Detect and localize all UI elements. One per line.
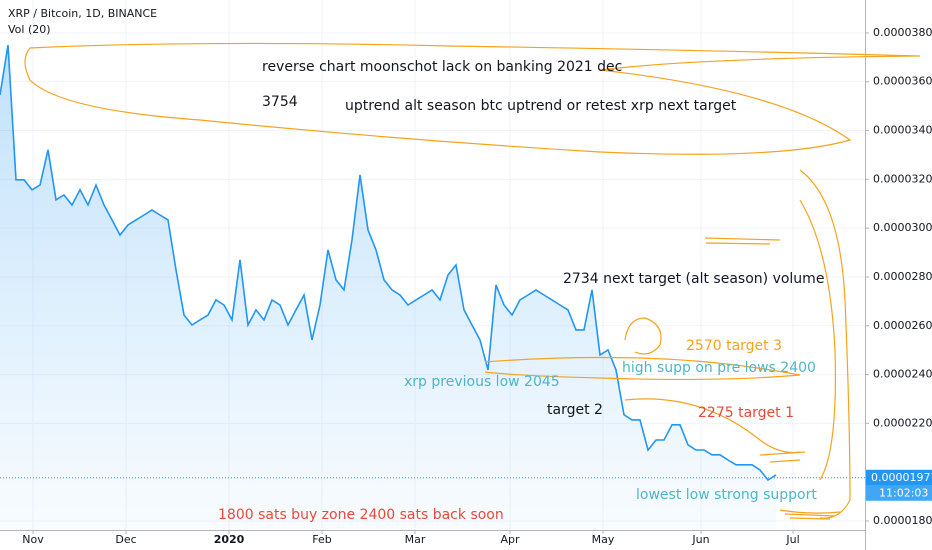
annotation: 2275 target 1 (698, 405, 794, 421)
annotation: target 2 (547, 402, 603, 418)
annotation: 2734 next target (alt season) volume (563, 271, 824, 287)
drawn-scribble (704, 237, 781, 245)
drawn-ellipse (24, 42, 921, 155)
x-tick-label: Nov (22, 533, 44, 546)
price-line (0, 44, 777, 482)
drawn-curve (799, 199, 837, 481)
drawings (24, 42, 921, 520)
annotation: high supp on pre lows 2400 (622, 360, 816, 376)
x-tick-label: 2020 (214, 533, 245, 546)
x-tick-label: May (592, 533, 615, 546)
drawn-loop (624, 317, 662, 355)
indicator-label: Vol (20) (8, 23, 51, 36)
annotation: xrp previous low 2045 (404, 374, 560, 390)
x-tick-label: Dec (115, 533, 136, 546)
last-price-label: 0.00001977 (871, 471, 932, 484)
y-tick-label: 0.00003800 (873, 26, 932, 39)
x-tick-label: Mar (405, 533, 426, 546)
annotation: 2570 target 3 (686, 338, 782, 354)
annotation: 1800 sats buy zone 2400 sats back soon (218, 507, 504, 523)
x-tick-label: Jun (691, 533, 709, 546)
last-price-box (866, 469, 932, 486)
chart-title: XRP / Bitcoin, 1D, BINANCE (8, 7, 157, 20)
annotation: 3754 (262, 94, 298, 110)
annotation: uptrend alt season btc uptrend or retest… (345, 98, 737, 114)
annotation: reverse chart moonschot lack on banking … (262, 59, 622, 75)
x-tick-label: Jul (785, 533, 799, 546)
countdown-label: 11:02:03 (879, 486, 928, 499)
drawn-loop (484, 356, 801, 381)
countdown-box (866, 485, 932, 501)
drawn-lines (624, 398, 806, 463)
drawn-scribble (779, 509, 841, 520)
x-tick-label: Apr (500, 533, 520, 546)
drawn-curve (799, 169, 851, 519)
annotation: lowest low strong support (636, 487, 817, 503)
x-tick-label: Feb (312, 533, 331, 546)
area (0, 45, 776, 530)
